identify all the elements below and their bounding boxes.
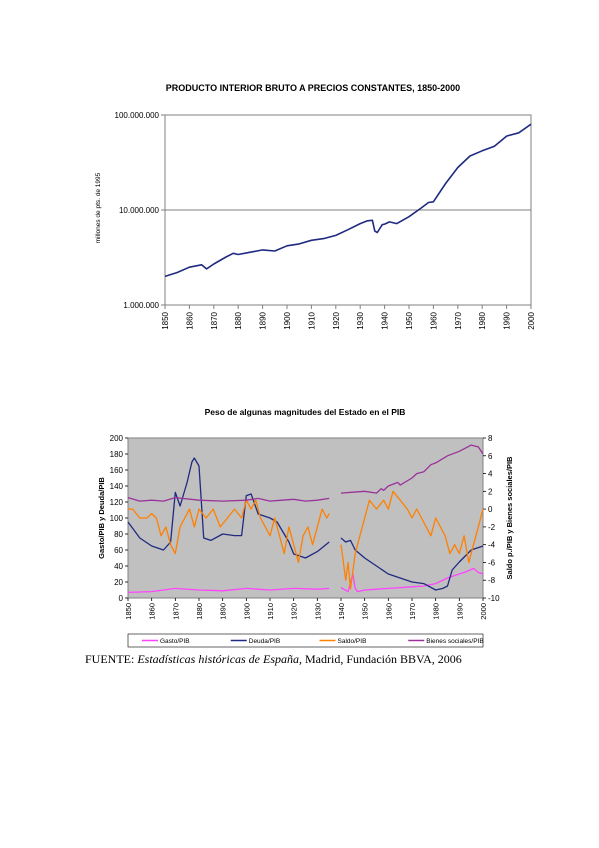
chart1-xtick-label: 1880 (234, 311, 243, 329)
chart1-series-line (164, 123, 532, 278)
chart2-ytick-label: 20 (114, 578, 123, 587)
chart2-title: Peso de algunas magnitudes del Estado en… (205, 407, 406, 417)
chart1-xtick-label: 1890 (259, 311, 268, 329)
chart2-y2tick-label: -6 (488, 558, 496, 567)
chart1-xtick-label: 1990 (503, 311, 512, 329)
chart2-xtick-label: 1880 (195, 603, 204, 620)
chart2-y2tick-label: -8 (488, 576, 496, 585)
chart2-xtick-label: 2000 (479, 603, 488, 620)
chart2-y2tick-label: 4 (488, 470, 493, 479)
legend-label-deuda-pib: Deuda/PIB (249, 638, 280, 645)
chart2-ytick-label: 140 (110, 482, 124, 491)
chart2-ytick-label: 160 (110, 466, 124, 475)
series-line-bienes-sociales-pib (127, 444, 484, 502)
source-note: FUENTE: Estadísticas históricas de Españ… (85, 652, 462, 667)
chart2-ytick-label: 80 (114, 530, 123, 539)
chart2-xtick-label: 1990 (455, 603, 464, 620)
chart1-xtick-label: 1970 (454, 311, 463, 329)
chart1-xtick-label: 1910 (307, 311, 316, 329)
series-line-gasto-pib (127, 567, 484, 594)
legend-label-bienes-sociales-pib: Bienes sociales/PIB (426, 638, 483, 645)
chart2-xtick-label: 1970 (408, 603, 417, 620)
chart2-y2tick-label: -10 (488, 594, 500, 603)
chart2-xtick-label: 1940 (337, 603, 346, 620)
chart1-xtick-label: 1870 (210, 311, 219, 329)
chart2-xtick-label: 1850 (124, 603, 133, 620)
chart1-ytick-label: 100.000.000 (115, 111, 160, 120)
chart1-xtick-label: 2000 (527, 311, 536, 329)
legend-label-gasto-pib: Gasto/PIB (160, 638, 190, 645)
chart2-xtick-label: 1910 (266, 603, 275, 620)
chart2-xtick-label: 1950 (361, 603, 370, 620)
chart2-y2label: Saldo p./PIB y Bienes sociales/PIB (505, 456, 514, 580)
chart1-title: PRODUCTO INTERIOR BRUTO A PRECIOS CONSTA… (166, 83, 460, 93)
chart1-xtick-label: 1960 (429, 311, 438, 329)
chart1-xtick-label: 1930 (356, 311, 365, 329)
chart2-plot-area (127, 437, 484, 599)
chart1-xtick-label: 1900 (283, 311, 292, 329)
chart2-y2tick-label: 6 (488, 452, 493, 461)
chart1-ytick-label: 10.000.000 (119, 206, 160, 215)
chart2-y2tick-label: -4 (488, 541, 496, 550)
chart1-xtick-label: 1940 (381, 311, 390, 329)
chart2-ytick-label: 200 (110, 434, 124, 443)
chart2-xtick-label: 1890 (219, 603, 228, 620)
chart2-xtick-label: 1920 (290, 603, 299, 620)
gdp-chart: PRODUCTO INTERIOR BRUTO A PRECIOS CONSTA… (95, 83, 536, 330)
chart2-xtick-label: 1870 (171, 603, 180, 620)
chart1-xtick-label: 1980 (478, 311, 487, 329)
chart2-ytick-label: 0 (119, 594, 124, 603)
chart2-ylabel: Gasto/PIB y Deuda/PIB (97, 477, 106, 559)
chart2-ytick-label: 40 (114, 562, 123, 571)
chart2-ytick-label: 180 (110, 450, 124, 459)
source-title: Estadísticas históricas de España, (137, 652, 303, 666)
chart2-ytick-label: 100 (110, 514, 124, 523)
chart1-xtick-label: 1950 (405, 311, 414, 329)
chart2-y2tick-label: -2 (488, 523, 496, 532)
chart2-legend-box (127, 633, 484, 648)
source-publisher: Madrid, Fundación BBVA, 2006 (302, 652, 462, 666)
chart1-ylabel: millones de pts. de 1995 (95, 172, 102, 243)
chart2-ytick-label: 60 (114, 546, 123, 555)
chart2-y2tick-label: 2 (488, 487, 493, 496)
state-magnitudes-chart: Peso de algunas magnitudes del Estado en… (97, 407, 514, 648)
chart1-xtick-label: 1860 (185, 311, 194, 329)
legend-label-saldo-pib: Saldo/PIB (338, 638, 367, 645)
chart2-y2tick-label: 0 (488, 505, 493, 514)
series-line-saldo-pib (128, 490, 484, 590)
source-prefix: FUENTE: (85, 652, 138, 666)
chart2-xtick-label: 1860 (148, 603, 157, 620)
chart2-xtick-label: 1980 (432, 603, 441, 620)
chart2-xtick-label: 1960 (384, 603, 393, 620)
chart2-xtick-label: 1930 (313, 603, 322, 620)
chart1-xtick-label: 1850 (161, 311, 170, 329)
chart1-xtick-label: 1920 (332, 311, 341, 329)
chart2-ytick-label: 120 (110, 498, 124, 507)
chart2-y2tick-label: 8 (488, 434, 493, 443)
chart1-ytick-label: 1.000.000 (123, 301, 159, 310)
chart2-xtick-label: 1900 (242, 603, 251, 620)
